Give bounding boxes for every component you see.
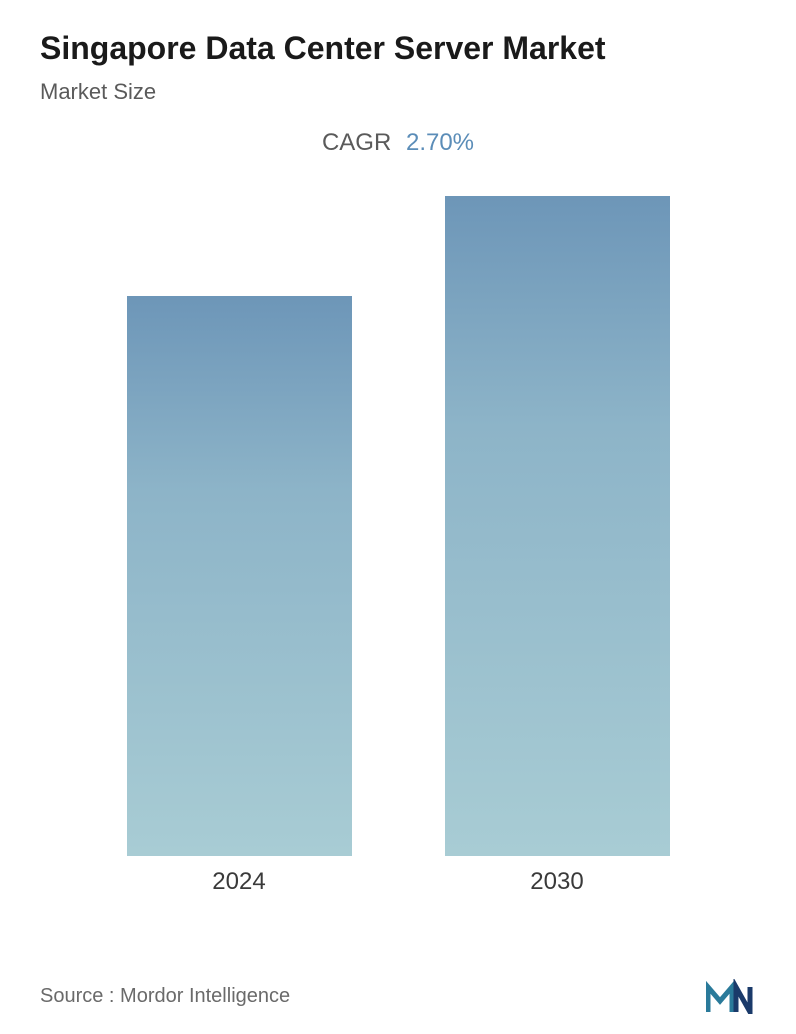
cagr-label: CAGR: [322, 129, 391, 156]
mordor-logo-icon: [706, 979, 756, 1014]
chart-title: Singapore Data Center Server Market: [40, 30, 756, 67]
bar-label-1: 2030: [530, 868, 583, 896]
bar-group-0: 2024: [114, 296, 364, 896]
bar-0: [127, 296, 352, 856]
source-text: Source : Mordor Intelligence: [40, 985, 290, 1008]
bar-chart: 2024 2030: [40, 177, 756, 897]
bar-label-0: 2024: [212, 868, 265, 896]
bar-1: [445, 196, 670, 856]
chart-footer: Source : Mordor Intelligence: [40, 979, 756, 1014]
chart-subtitle: Market Size: [40, 79, 756, 105]
bar-group-1: 2030: [432, 196, 682, 896]
cagr-row: CAGR 2.70%: [40, 129, 756, 157]
cagr-value: 2.70%: [406, 129, 474, 156]
